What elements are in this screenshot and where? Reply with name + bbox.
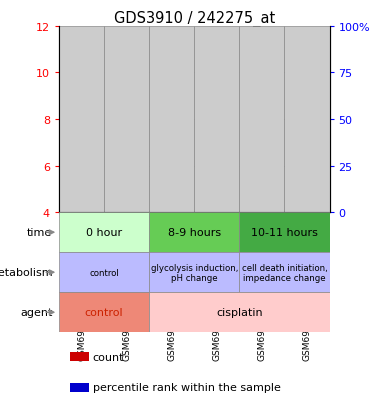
FancyBboxPatch shape [239, 213, 330, 253]
Text: count: count [93, 352, 124, 362]
Bar [70, 352, 90, 361]
Text: glycolysis induction,
pH change: glycolysis induction, pH change [150, 263, 238, 282]
FancyBboxPatch shape [285, 27, 330, 213]
FancyBboxPatch shape [149, 27, 194, 213]
FancyBboxPatch shape [59, 253, 149, 292]
Bar [70, 383, 90, 392]
Text: cell death initiation,
impedance change: cell death initiation, impedance change [242, 263, 327, 282]
Text: metabolism: metabolism [0, 268, 52, 278]
Text: GSM699780: GSM699780 [258, 306, 266, 361]
Text: GSM699781: GSM699781 [303, 306, 312, 361]
Text: 10-11 hours: 10-11 hours [251, 228, 318, 237]
FancyBboxPatch shape [59, 213, 149, 253]
FancyBboxPatch shape [239, 27, 285, 213]
Text: GSM699776: GSM699776 [77, 306, 86, 361]
Text: percentile rank within the sample: percentile rank within the sample [93, 382, 280, 392]
Bar [214, 113, 220, 213]
Text: GSM699778: GSM699778 [167, 306, 176, 361]
FancyBboxPatch shape [149, 253, 239, 292]
FancyBboxPatch shape [149, 213, 239, 253]
FancyBboxPatch shape [104, 27, 149, 213]
Bar [304, 78, 310, 213]
Title: GDS3910 / 242275_at: GDS3910 / 242275_at [114, 11, 275, 27]
Text: GSM699779: GSM699779 [212, 306, 221, 361]
FancyBboxPatch shape [59, 292, 149, 332]
Text: agent: agent [20, 308, 52, 318]
Text: GSM699777: GSM699777 [122, 306, 131, 361]
Text: 0 hour: 0 hour [86, 228, 122, 237]
Text: control: control [85, 308, 123, 318]
Bar [169, 58, 175, 213]
Bar [78, 117, 85, 213]
Text: time: time [27, 228, 52, 237]
Text: 8-9 hours: 8-9 hours [168, 228, 221, 237]
Text: cisplatin: cisplatin [216, 308, 263, 318]
Text: control: control [89, 268, 119, 277]
FancyBboxPatch shape [59, 27, 104, 213]
Bar [124, 131, 130, 213]
Bar [259, 211, 265, 213]
FancyBboxPatch shape [194, 27, 239, 213]
FancyBboxPatch shape [239, 253, 330, 292]
FancyBboxPatch shape [149, 292, 330, 332]
